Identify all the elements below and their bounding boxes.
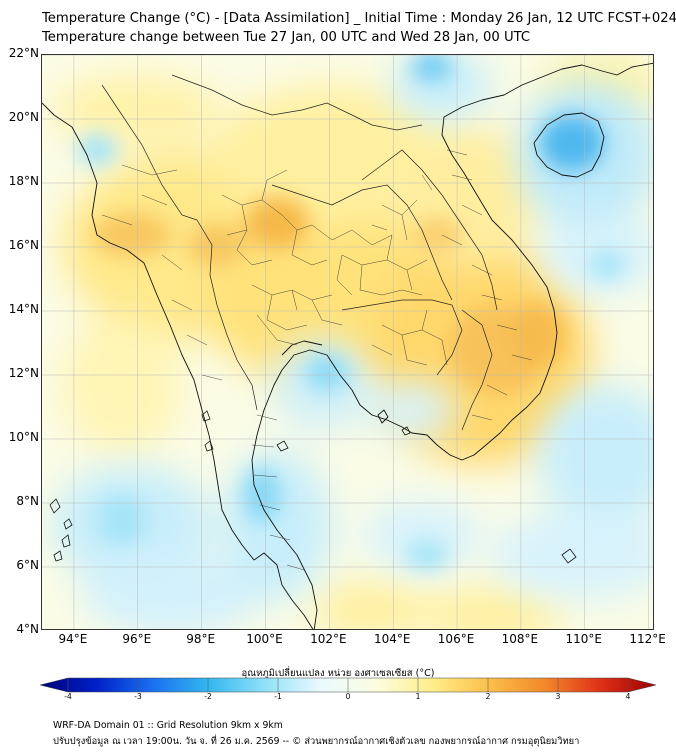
field-hot-spots (92, 197, 565, 395)
border-cambodia-vietnam (461, 309, 493, 431)
colorbar-tick-label: 0 (345, 692, 351, 701)
footer-line-1: WRF-DA Domain 01 :: Grid Resolution 9km … (53, 720, 283, 731)
colorbar-tick-label: -3 (134, 692, 142, 701)
title-line-1: Temperature Change (°C) - [Data Assimila… (42, 11, 676, 26)
coastline-mainland (42, 102, 314, 629)
province-lines-south (251, 414, 305, 571)
footer-line-2: ปรับปรุงข้อมูล ณ เวลา 19:00น. วัน จ. ที่… (53, 736, 580, 747)
province-lines-laos (371, 174, 463, 246)
coastline-hainan (533, 112, 605, 178)
colorbar-tick-label: 2 (485, 692, 491, 701)
border-thailand-laos (271, 184, 453, 301)
graticule (42, 55, 653, 629)
island-mergui-1 (201, 410, 211, 422)
colorbar (39, 677, 657, 693)
island-mergui-2 (204, 440, 214, 452)
coastline-peninsula-east (251, 62, 653, 629)
colorbar-label: อุณหภูมิเปลี่ยนแปลง หน่วย องศาเซลเซียส (… (241, 668, 435, 679)
field-cold-spots (77, 55, 625, 569)
province-lines-northeast (336, 234, 428, 296)
colorbar-tick-label: 3 (555, 692, 561, 701)
province-lines-cambodia (371, 309, 448, 366)
island-andaman-2 (63, 518, 73, 530)
islands (49, 410, 577, 564)
lat-tick-label: 14°N (8, 302, 39, 316)
lon-tick-label: 98°E (186, 632, 216, 646)
island-natuna (561, 548, 577, 564)
border-thailand-cambodia (341, 299, 463, 376)
lon-tick-label: 110°E (565, 632, 603, 646)
colorbar-tick-label: 1 (415, 692, 421, 701)
colorbar-tick-label: -4 (64, 692, 72, 701)
lon-tick-label: 108°E (501, 632, 539, 646)
province-lines-vietnam (446, 149, 533, 421)
province-lines-central (251, 284, 343, 346)
lat-tick-label: 10°N (8, 430, 39, 444)
lat-tick-label: 4°N (16, 622, 39, 636)
temperature-change-map (42, 55, 653, 629)
island-samui (276, 440, 289, 452)
lat-tick-label: 12°N (8, 366, 39, 380)
lon-tick-label: 94°E (58, 632, 88, 646)
colorbar-tick-marks (67, 678, 629, 692)
lat-tick-label: 22°N (8, 46, 39, 60)
island-kochang (401, 426, 411, 436)
coastline-phuquoc (377, 409, 389, 424)
province-lines-north (221, 169, 393, 266)
lon-tick-label: 100°E (246, 632, 283, 646)
lon-tick-label: 112°E (629, 632, 666, 646)
lat-tick-label: 18°N (8, 174, 39, 188)
province-lines-myanmar (101, 164, 223, 381)
lat-tick-label: 8°N (16, 494, 39, 508)
coastline-gulf-inner (281, 340, 323, 356)
title-block: Temperature Change (°C) - [Data Assimila… (42, 10, 676, 47)
lon-tick-label: 96°E (122, 632, 152, 646)
provincial-boundaries (101, 149, 533, 571)
border-laos-vietnam (361, 149, 498, 311)
lon-tick-label: 106°E (437, 632, 475, 646)
coastlines (42, 62, 653, 629)
lat-tick-label: 20°N (8, 110, 39, 124)
colorbar-tick-label: -1 (274, 692, 282, 701)
border-myanmar-thailand (196, 219, 258, 411)
lon-tick-label: 104°E (373, 632, 411, 646)
island-andaman-4 (53, 550, 63, 562)
map-frame (41, 54, 654, 630)
borders (101, 74, 498, 431)
colorbar-tick-label: 4 (625, 692, 631, 701)
island-andaman-3 (61, 534, 71, 548)
title-line-2: Temperature change between Tue 27 Jan, 0… (42, 29, 531, 45)
colorbar-tick-label: -2 (204, 692, 212, 701)
lat-tick-label: 6°N (16, 558, 39, 572)
border-china-north (171, 74, 423, 131)
lon-tick-label: 102°E (310, 632, 347, 646)
island-andaman-1 (49, 498, 61, 514)
lat-tick-label: 16°N (8, 238, 39, 252)
border-myanmar-north (101, 84, 198, 221)
